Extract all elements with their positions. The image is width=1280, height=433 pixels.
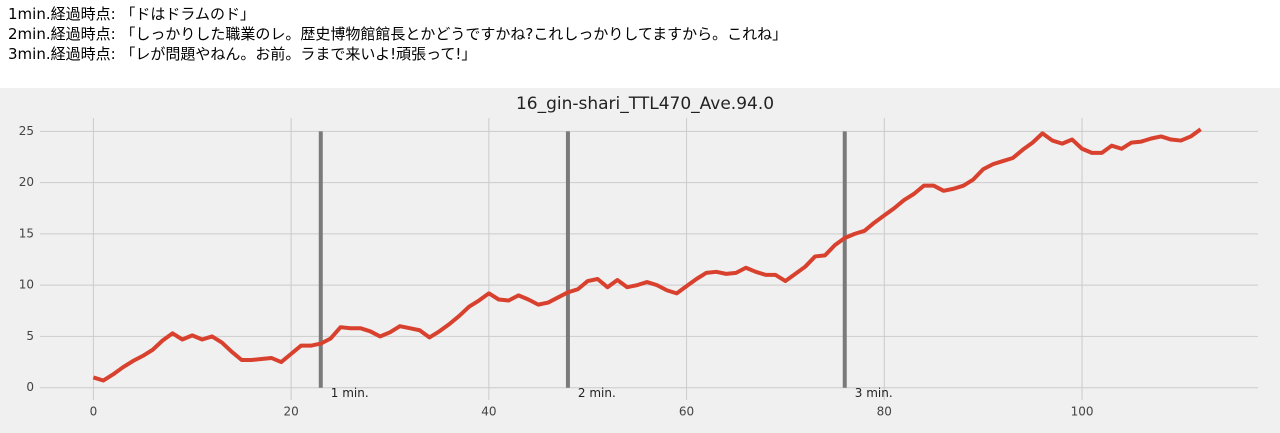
x-tick-label: 0 bbox=[90, 405, 98, 419]
minute-label: 2 min. bbox=[578, 386, 616, 400]
x-tick-label: 20 bbox=[283, 405, 298, 419]
header: 1min.経過時点: 「ドはドラムのド」 2min.経過時点: 「しっかりした職… bbox=[8, 4, 787, 64]
x-tick-label: 60 bbox=[679, 405, 694, 419]
header-line: 2min.経過時点: 「しっかりした職業のレ。歴史博物館館長とかどうですかね?こ… bbox=[8, 25, 788, 43]
header-line: 3min.経過時点: 「レが問題やねん。お前。ラまで来いよ!頑張って!」 bbox=[8, 45, 477, 63]
x-tick-label: 80 bbox=[877, 405, 892, 419]
y-tick-label: 0 bbox=[26, 380, 34, 394]
y-tick-label: 15 bbox=[19, 226, 34, 240]
y-tick-label: 20 bbox=[19, 175, 34, 189]
y-tick-label: 5 bbox=[26, 329, 34, 343]
chart-title: 16_gin-shari_TTL470_Ave.94.0 bbox=[516, 94, 774, 114]
y-tick-label: 25 bbox=[19, 124, 34, 138]
y-tick-label: 10 bbox=[19, 278, 34, 292]
data-line bbox=[92, 127, 1202, 383]
x-tick-label: 100 bbox=[1071, 405, 1094, 419]
minute-label: 1 min. bbox=[331, 386, 369, 400]
chart-background bbox=[0, 88, 1280, 433]
header-line: 1min.経過時点: 「ドはドラムのド」 bbox=[8, 5, 255, 23]
x-tick-label: 40 bbox=[481, 405, 496, 419]
minute-label: 3 min. bbox=[855, 386, 893, 400]
